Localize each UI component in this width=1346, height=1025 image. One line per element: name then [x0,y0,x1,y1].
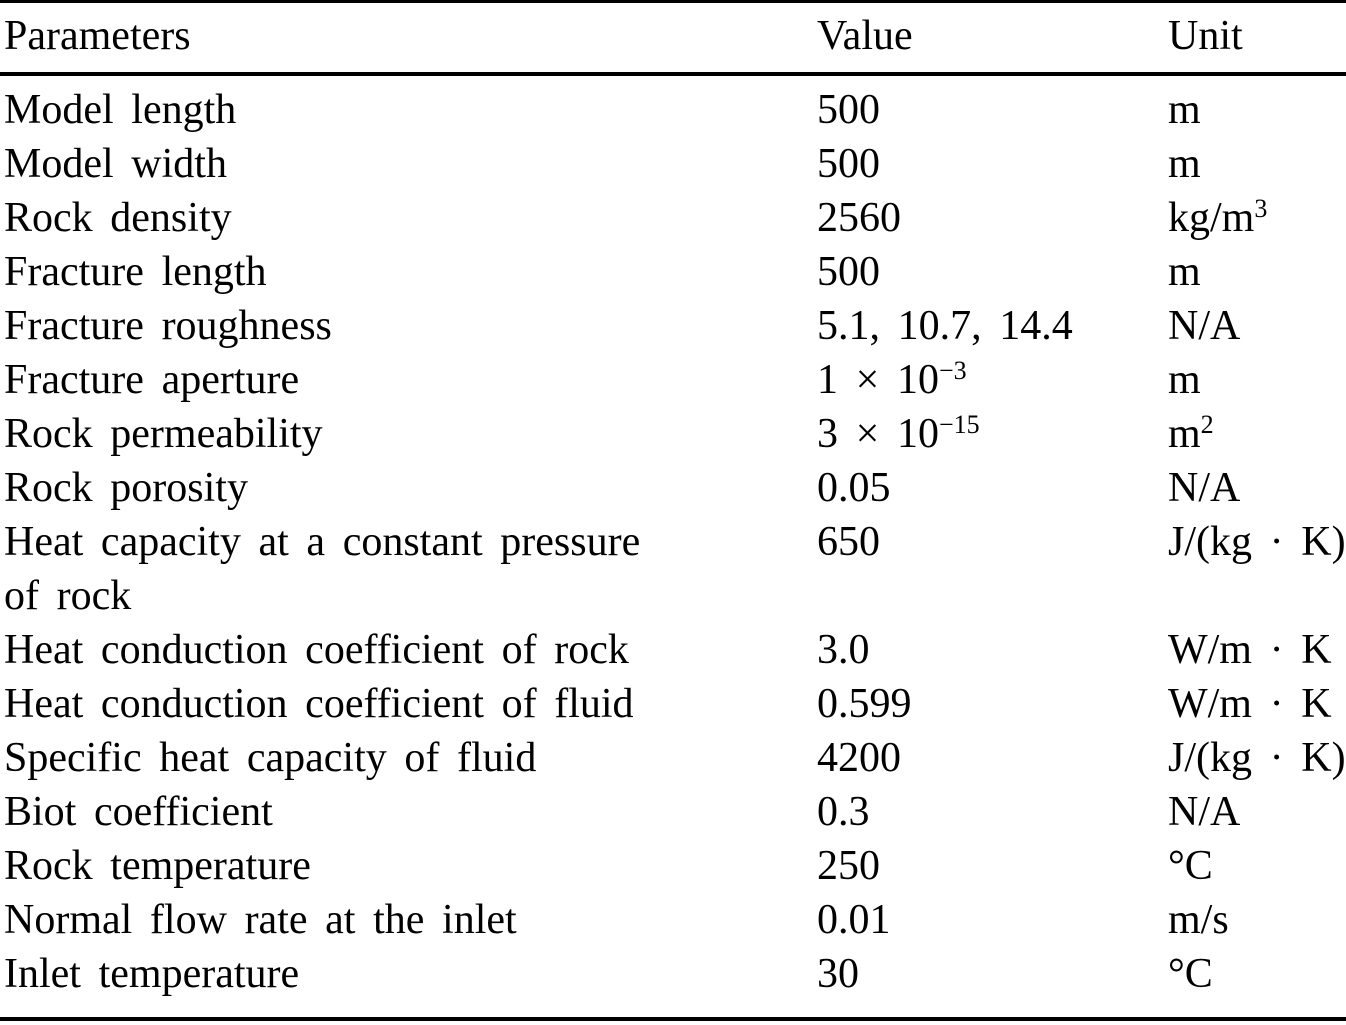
value-cell: 0.05 [817,465,891,511]
header-separator-rule [0,72,1346,76]
unit-cell: m [1168,249,1201,295]
unit-cell: m2 [1168,409,1214,457]
param-cell: Specific heat capacity of fluid [4,735,537,781]
table-row: Rock permeability 3 × 10−15 m2 [0,407,1346,461]
column-header-unit: Unit [1168,13,1243,59]
param-cell: Model width [4,141,227,187]
param-cell: Rock permeability [4,411,323,457]
param-cell: Fracture roughness [4,303,332,349]
table-row: Rock temperature 250 °C [0,839,1346,893]
unit-cell: N/A [1168,789,1241,835]
param-cell: Normal flow rate at the inlet [4,897,517,943]
value-cell: 1 × 10−3 [817,355,967,403]
value-cell: 30 [817,951,859,997]
table-row: Fracture roughness 5.1, 10.7, 14.4 N/A [0,299,1346,353]
table-row: Biot coefficient 0.3 N/A [0,785,1346,839]
unit-cell: °C [1168,951,1213,997]
table-top-rule [0,0,1346,3]
table-row: Heat conduction coefficient of fluid 0.59… [0,677,1346,731]
value-cell: 250 [817,843,880,889]
unit-cell: °C [1168,843,1213,889]
param-cell: Rock temperature [4,843,311,889]
value-cell: 500 [817,141,880,187]
table-row: Fracture aperture 1 × 10−3 m [0,353,1346,407]
param-cell: Heat capacity at a constant pressure of … [4,519,641,619]
table-row: Normal flow rate at the inlet 0.01 m/s [0,893,1346,947]
value-cell: 650 [817,519,880,565]
table-row: Model length 500 m [0,83,1346,137]
param-cell: Biot coefficient [4,789,273,835]
value-cell: 5.1, 10.7, 14.4 [817,303,1073,349]
table-body: Model length 500 m Model width 500 m Rock dens… [0,83,1346,1001]
param-cell: Heat conduction coefficient of fluid [4,681,634,727]
table-row: Inlet temperature 30 °C [0,947,1346,1001]
table-row: Heat conduction coefficient of rock 3.0 W/… [0,623,1346,677]
param-cell: Rock porosity [4,465,248,511]
value-cell: 3.0 [817,627,870,673]
unit-cell: W/m · K [1168,627,1332,673]
column-header-value: Value [817,13,913,59]
unit-cell: J/(kg · K) [1168,519,1346,565]
unit-cell: N/A [1168,303,1241,349]
table-row: Specific heat capacity of fluid 4200 J/(kg… [0,731,1346,785]
unit-cell: N/A [1168,465,1241,511]
unit-cell: m [1168,141,1201,187]
value-cell: 500 [817,249,880,295]
param-cell: Heat conduction coefficient of rock [4,627,629,673]
param-cell: Fracture aperture [4,357,300,403]
value-cell: 2560 [817,195,901,241]
table-row: Model width 500 m [0,137,1346,191]
value-cell: 4200 [817,735,901,781]
table-row: Fracture length 500 m [0,245,1346,299]
column-header-parameters: Parameters [4,13,191,59]
unit-cell: kg/m3 [1168,193,1268,241]
unit-cell: m [1168,87,1201,133]
param-cell: Model length [4,87,237,133]
value-cell: 0.3 [817,789,870,835]
param-cell: Rock density [4,195,232,241]
unit-cell: W/m · K [1168,681,1332,727]
unit-cell: J/(kg · K) [1168,735,1346,781]
table-row: Heat capacity at a constant pressure of … [0,515,1346,623]
table-row: Rock porosity 0.05 N/A [0,461,1346,515]
value-cell: 3 × 10−15 [817,409,980,457]
table-header-row: Parameters Value Unit [0,9,1346,63]
unit-cell: m [1168,357,1201,403]
value-cell: 500 [817,87,880,133]
unit-cell: m/s [1168,897,1229,943]
table-bottom-rule [0,1017,1346,1021]
table-row: Rock density 2560 kg/m3 [0,191,1346,245]
value-cell: 0.01 [817,897,891,943]
value-cell: 0.599 [817,681,912,727]
param-cell: Fracture length [4,249,267,295]
param-cell: Inlet temperature [4,951,300,997]
